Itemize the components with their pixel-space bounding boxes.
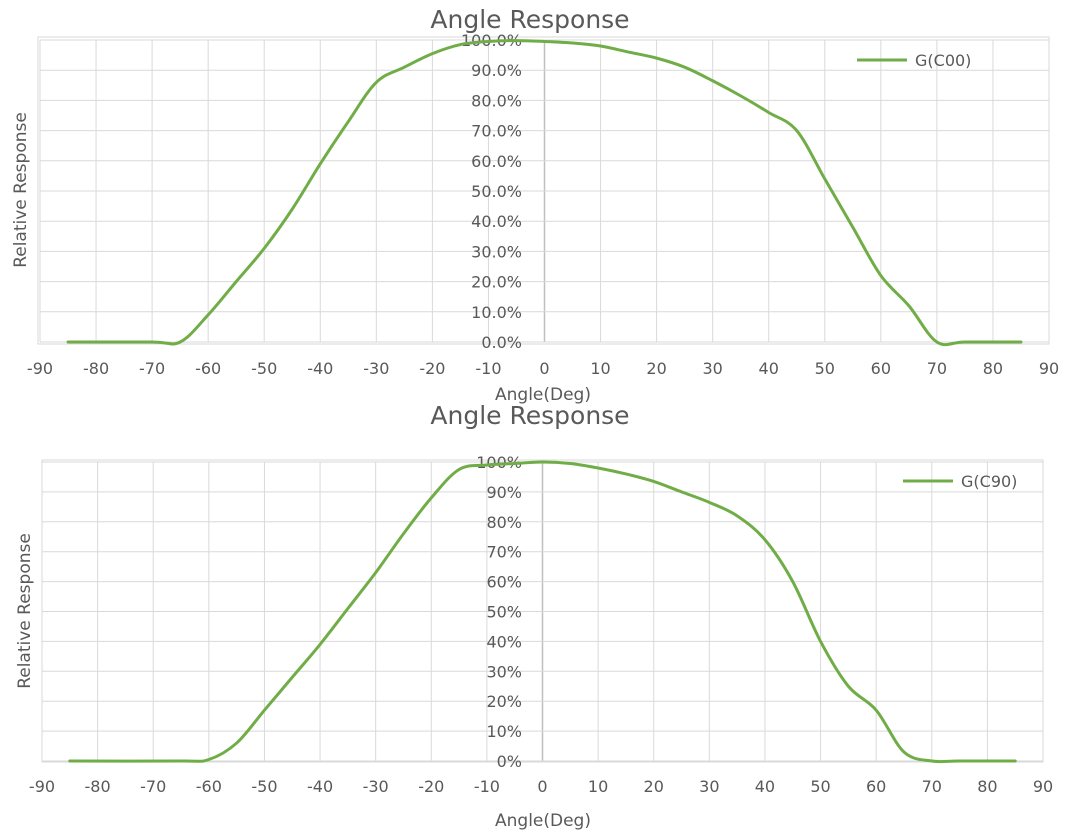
y-tick-label: 10%	[486, 722, 522, 741]
y-tick-label: 80%	[486, 513, 522, 532]
y-tick-label: 70%	[486, 543, 522, 562]
y-tick-label: 40%	[486, 632, 522, 651]
legend: G(C90)	[903, 472, 1017, 491]
x-tick-label: 50	[810, 777, 830, 796]
y-tick-label: 40.0%	[471, 212, 522, 231]
x-tick-label: -80	[85, 777, 111, 796]
chart-1: 0.0% 10.0% 20.0% 30.0% 40.0% 50.0% 60.0% 70.0% 8…	[11, 5, 1059, 405]
x-tick-label: 20	[644, 777, 664, 796]
y-tick-label: 10.0%	[471, 303, 522, 322]
y-tick-label: 30.0%	[471, 242, 522, 261]
x-tick-label: 90	[1033, 777, 1053, 796]
x-tick-label: -70	[140, 777, 166, 796]
legend: G(C00)	[857, 51, 971, 70]
x-tick-label: -10	[475, 359, 501, 378]
x-axis-label: Angle(Deg)	[495, 385, 591, 405]
y-tick-label: 0.0%	[481, 333, 522, 352]
x-tick-label: -20	[419, 359, 445, 378]
legend-label: G(C00)	[915, 51, 971, 70]
series-line-G(C90)	[68, 460, 1017, 764]
y-tick-label: 60.0%	[471, 152, 522, 171]
chart-2: 0% 10% 20% 30% 40% 50% 60% 70% 80% 90% 100% -90 -80 -…	[15, 401, 1053, 831]
y-tick-label: 70.0%	[471, 122, 522, 141]
x-tick-label: 70	[922, 777, 942, 796]
y-tick-label: 50.0%	[471, 182, 522, 201]
x-tick-label: 70	[927, 359, 947, 378]
x-tick-label: -10	[474, 777, 500, 796]
x-tick-label: 0	[537, 777, 547, 796]
x-tick-label: -20	[418, 777, 444, 796]
x-tick-label: -40	[307, 359, 333, 378]
x-tick-label: 20	[646, 359, 666, 378]
x-tick-label: 90	[1039, 359, 1059, 378]
x-tick-label: -90	[27, 359, 53, 378]
x-tick-label: 30	[699, 777, 719, 796]
x-tick-label: 50	[815, 359, 835, 378]
y-axis-label: Relative Response	[15, 533, 35, 689]
x-tick-label: 40	[759, 359, 779, 378]
y-tick-label: 80.0%	[471, 91, 522, 110]
x-tick-label: -60	[195, 359, 221, 378]
x-tick-label: -60	[196, 777, 222, 796]
x-tick-label: -50	[251, 777, 277, 796]
x-tick-label: -40	[307, 777, 333, 796]
x-tick-label: 80	[977, 777, 997, 796]
x-tick-label: 30	[702, 359, 722, 378]
chart-title: Angle Response	[430, 5, 629, 34]
y-tick-label: 50%	[486, 603, 522, 622]
x-tick-label: 40	[755, 777, 775, 796]
y-tick-label: 90.0%	[471, 61, 522, 80]
x-tick-label: 10	[590, 359, 610, 378]
x-tick-label: 60	[866, 777, 886, 796]
y-tick-label: 0%	[497, 752, 522, 771]
x-tick-label: 0	[539, 359, 549, 378]
y-tick-label: 60%	[486, 573, 522, 592]
x-tick-label: -80	[83, 359, 109, 378]
y-tick-label: 20%	[486, 692, 522, 711]
y-tick-label: 30%	[486, 662, 522, 681]
y-tick-label: 20.0%	[471, 273, 522, 292]
x-tick-label: -70	[139, 359, 165, 378]
x-tick-label: -90	[29, 777, 55, 796]
x-axis-label: Angle(Deg)	[495, 811, 591, 831]
x-tick-label: 80	[983, 359, 1003, 378]
y-axis-label: Relative Response	[11, 112, 31, 268]
x-tick-label: -50	[251, 359, 277, 378]
x-tick-label: 60	[871, 359, 891, 378]
chart-title: Angle Response	[430, 401, 629, 430]
y-tick-label: 100%	[476, 453, 522, 472]
x-tick-label: -30	[363, 359, 389, 378]
x-tick-label: 10	[588, 777, 608, 796]
y-tick-label: 90%	[486, 483, 522, 502]
legend-label: G(C90)	[961, 472, 1017, 491]
series-line-G(C00)	[66, 39, 1023, 347]
x-tick-label: -30	[363, 777, 389, 796]
